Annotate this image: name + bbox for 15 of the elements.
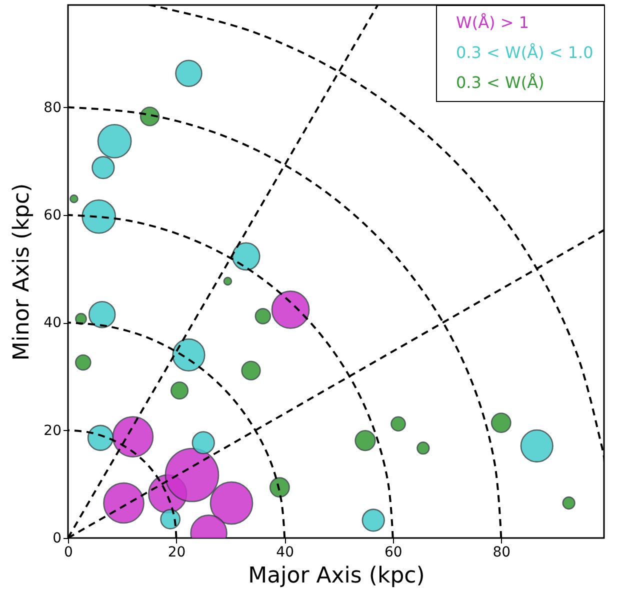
x-tick-label: 20 (168, 544, 186, 560)
y-tick-label: 60 (44, 207, 62, 224)
x-tick-label: 40 (276, 544, 294, 560)
text: W(Å) > 1 (456, 13, 530, 32)
y-tick-label: 40 (44, 315, 62, 332)
y-tick-label: 0 (52, 530, 62, 546)
x-tick-label: 80 (492, 544, 511, 560)
x-tick-label: 0 (64, 544, 73, 560)
text: 0.3 < W(Å) (456, 73, 544, 92)
text: 0.3 < W(Å) < 1.0 (456, 43, 594, 62)
x-axis-title: Major Axis (kpc) (248, 564, 425, 588)
y-axis-title: Minor Axis (kpc) (10, 183, 35, 361)
y-tick-label: 80 (44, 100, 62, 116)
x-tick-label: 60 (384, 544, 402, 560)
y-tick-label: 20 (44, 422, 62, 439)
